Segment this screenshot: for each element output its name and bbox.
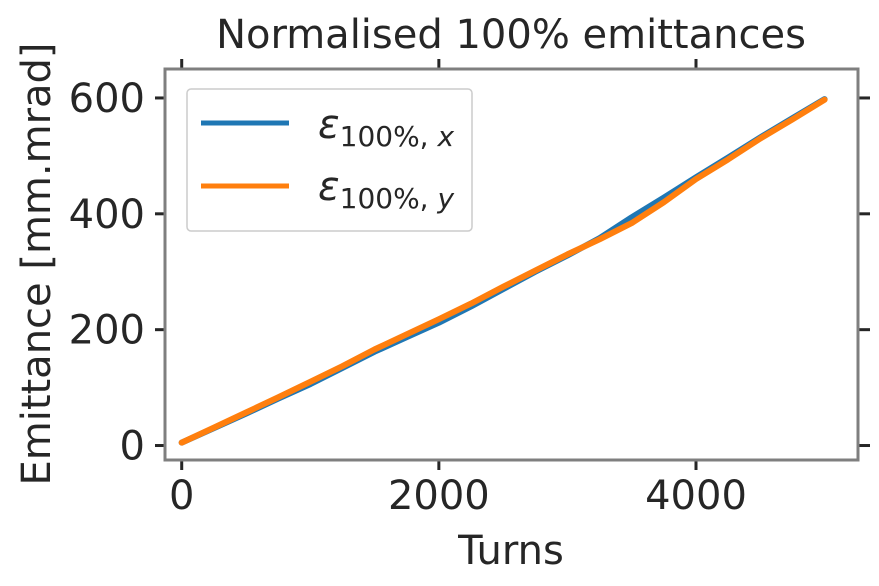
legend-label-x: ε100%, x [318,102,454,153]
x-tick-label: 4000 [645,473,747,519]
x-tick-label: 2000 [388,473,490,519]
series-line-1 [178,96,828,446]
legend-label-y-axis: y [436,182,454,215]
legend-label-x-symbol: ε [318,102,340,148]
plot-frame [163,67,860,462]
legend-label-x-subscript: 100%, [340,120,438,153]
y-tick-label: 200 [69,308,145,354]
legend-label-y: ε100%, y [318,164,454,215]
legend-label-y-subscript: 100%, [340,182,438,215]
chart-title: Normalised 100% emittances [216,12,806,58]
legend-label-x-axis: x [436,120,454,153]
y-tick-label: 600 [69,76,145,122]
tick-layer: 0 2000 4000 0 200 400 600 [69,59,870,519]
x-axis-label: Turns [457,528,564,574]
legend: ε100%, x ε100%, y [186,88,473,232]
y-tick-label: 400 [69,192,145,238]
y-axis-label: Emittance [mm.mrad] [14,42,60,485]
series-layer [178,96,828,446]
x-tick-label: 0 [169,473,194,519]
legend-label-y-symbol: ε [318,164,340,210]
y-tick-label: 0 [120,424,145,470]
